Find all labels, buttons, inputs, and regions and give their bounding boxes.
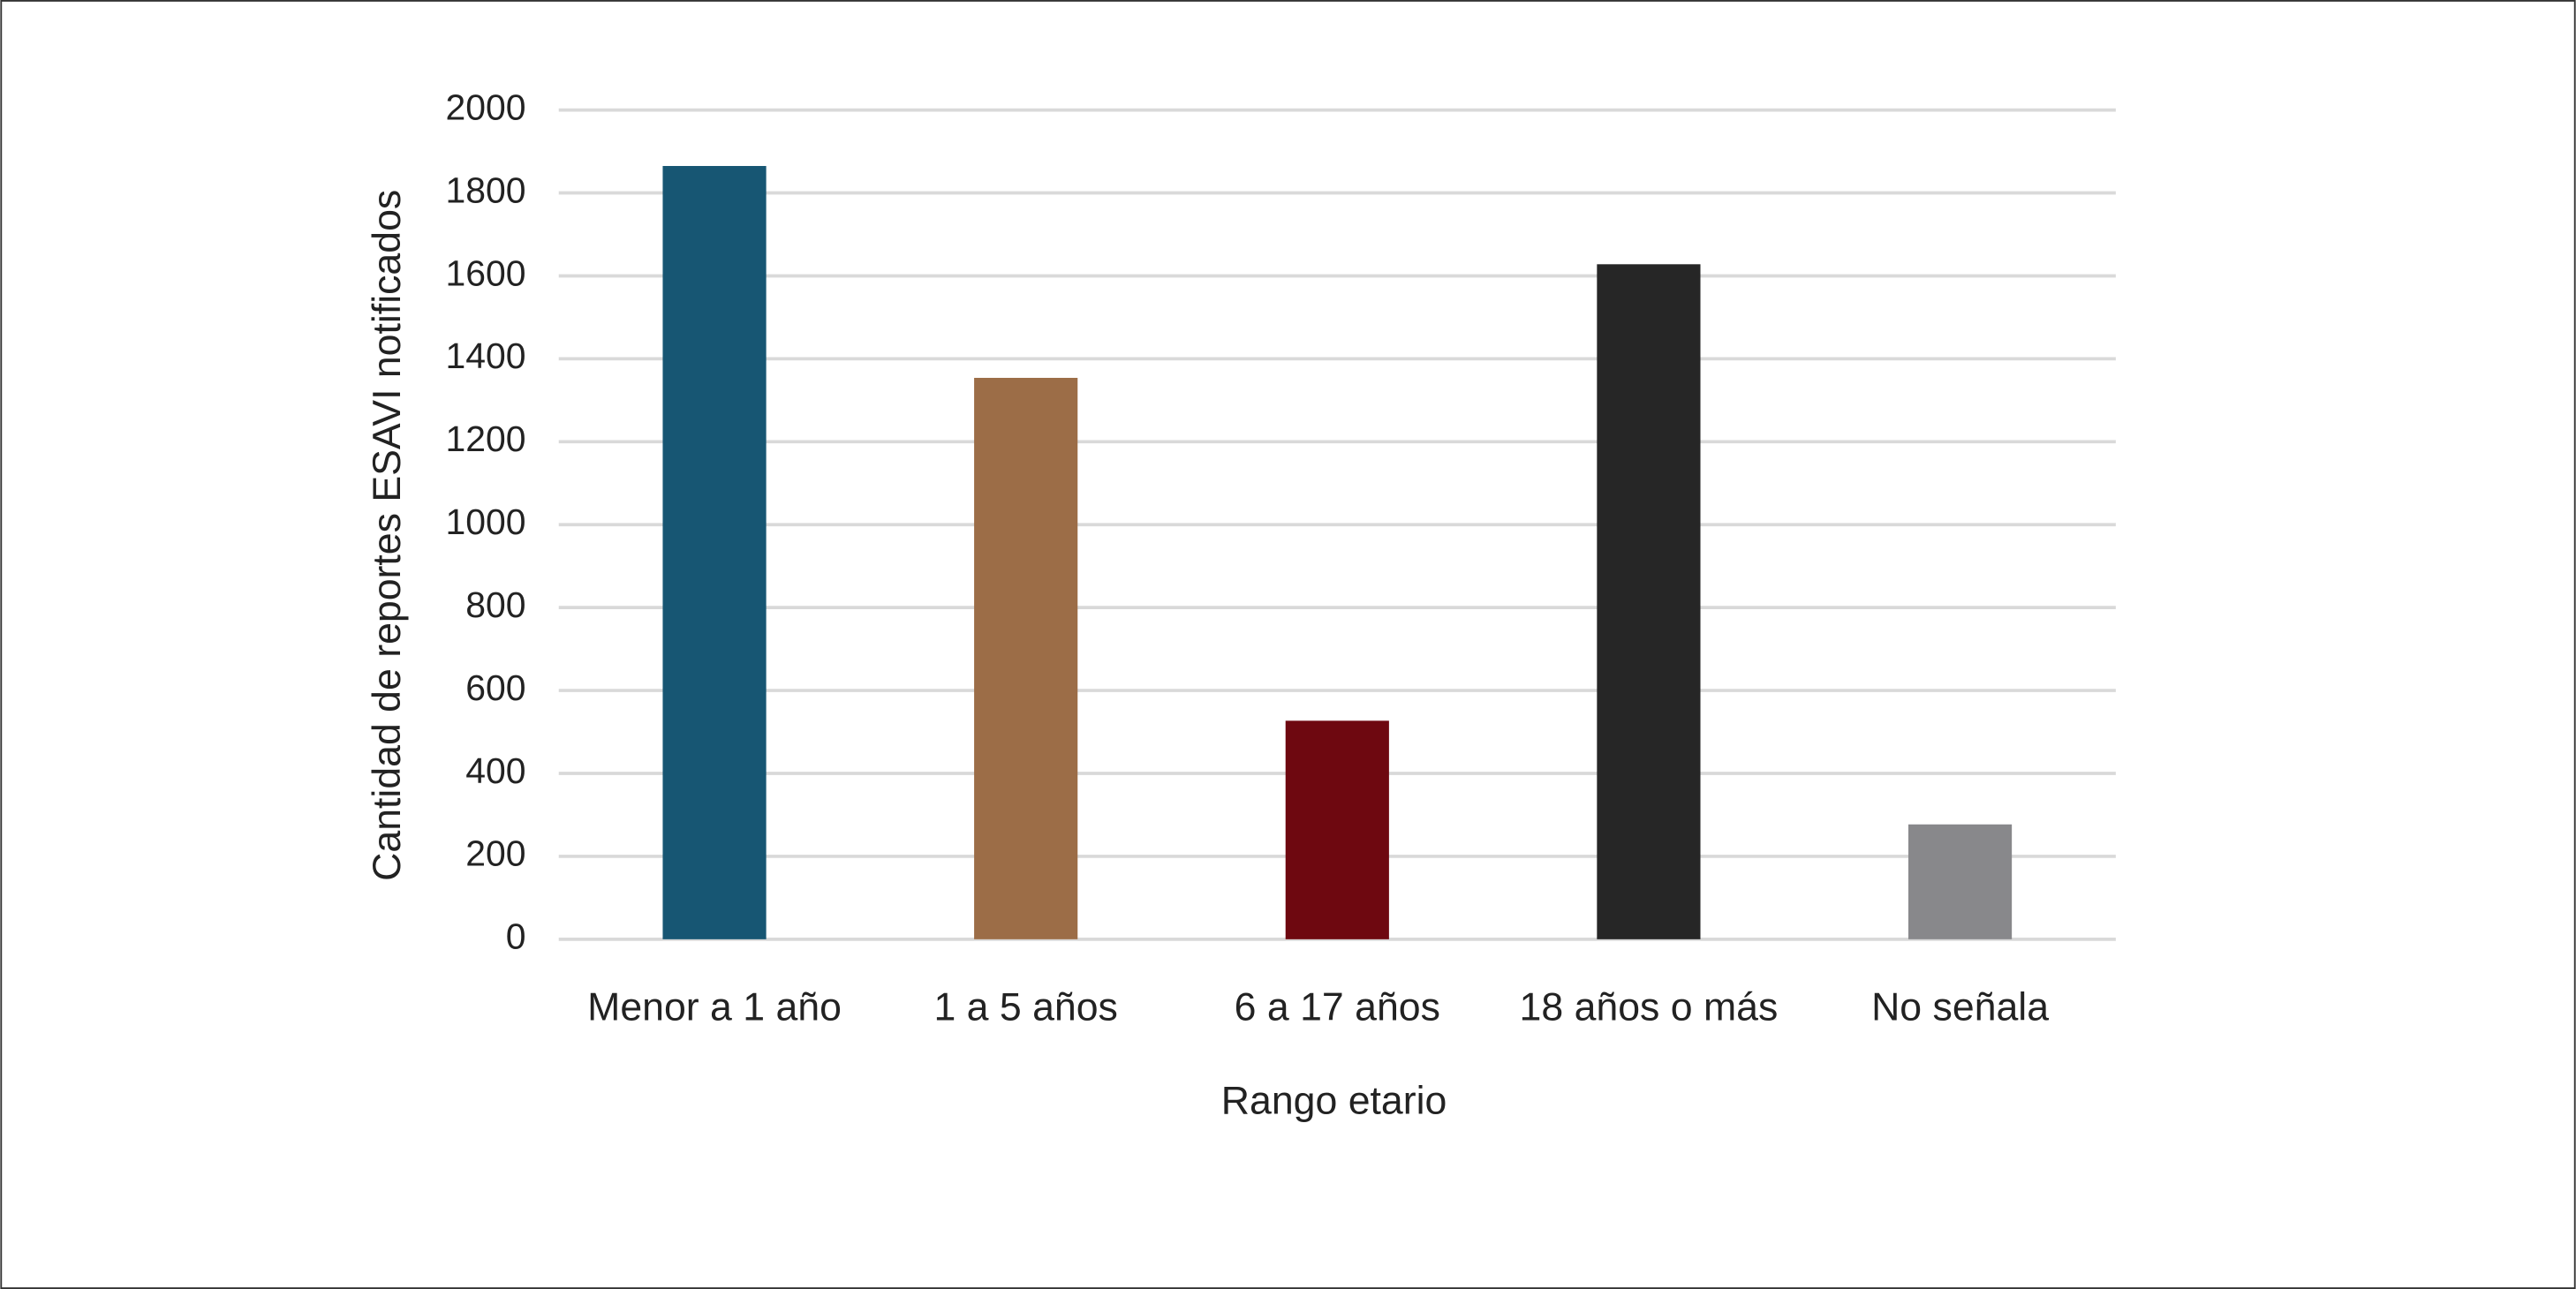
y-tick-label: 1800	[446, 170, 526, 210]
y-tick-label: 600	[465, 667, 525, 708]
y-tick-label: 1200	[446, 418, 526, 459]
y-tick-label: 1000	[446, 501, 526, 542]
x-tick-label: 1 a 5 años	[933, 986, 1117, 1029]
x-tick-label: 18 años o más	[1520, 986, 1779, 1029]
bar	[662, 166, 767, 939]
x-tick-label: 6 a 17 años	[1235, 986, 1440, 1029]
bar	[1597, 264, 1701, 939]
y-tick-label: 800	[465, 584, 525, 625]
y-axis-title: Cantidad de reportes ESAVI notificados	[366, 190, 409, 881]
y-tick-label: 200	[465, 833, 525, 874]
bar	[1285, 720, 1389, 939]
x-tick-label: Menor a 1 año	[587, 986, 842, 1029]
y-tick-label: 400	[465, 750, 525, 791]
bar	[974, 377, 1078, 939]
bar	[1907, 824, 2013, 939]
y-tick-label: 1600	[446, 253, 526, 293]
x-tick-label: No señala	[1871, 986, 2049, 1029]
y-tick-label: 2000	[446, 87, 526, 127]
y-tick-label: 1400	[446, 335, 526, 376]
x-axis-title: Rango etario	[1221, 1080, 1447, 1123]
y-tick-label: 0	[506, 916, 526, 957]
